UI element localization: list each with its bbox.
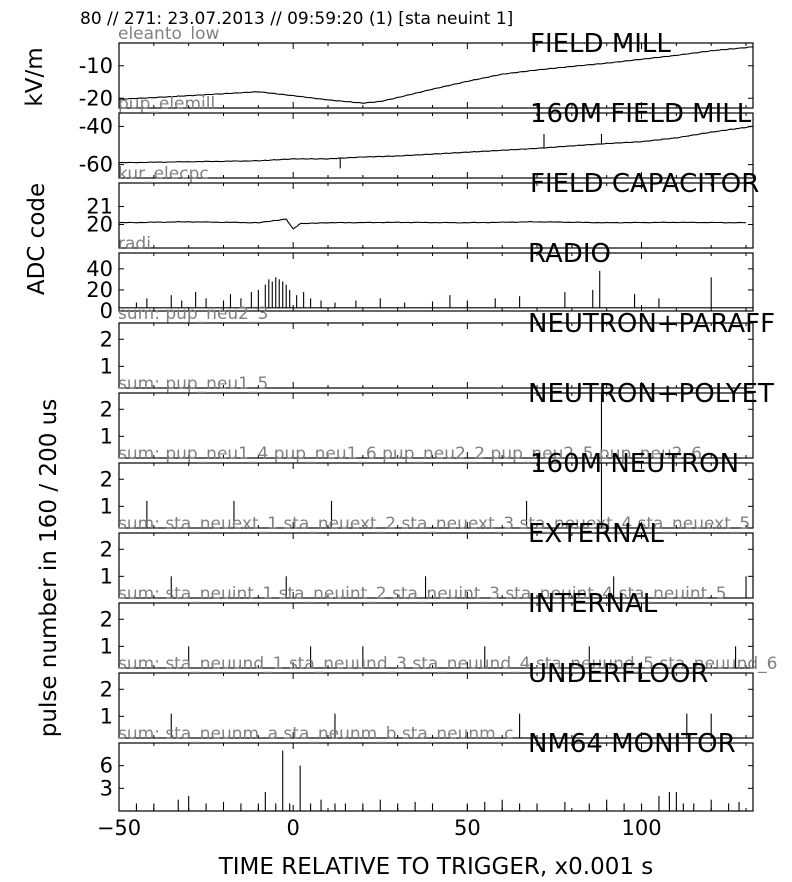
panel-7-channel-label: sum: sta_neuext_1 sta_neuext_2 sta_neuex… xyxy=(118,514,750,534)
panel-2-ytick-label-1: 20 xyxy=(86,213,113,237)
panel-10: 63 sum: sta_neunm_a sta_neunm_b sta_neunm… xyxy=(100,724,754,812)
panel-0-channel-label: eleanto_low xyxy=(118,24,220,44)
panel-9-ytick-label-1: 1 xyxy=(100,704,113,728)
y-axis-labels: kV/m ADC code pulse number in 160 / 200 us xyxy=(22,47,62,737)
panel-10-channel-label: sum: sta_neunm_a sta_neunm_b sta_neunm_c xyxy=(118,724,514,744)
panel-6-ytick-label-0: 2 xyxy=(100,467,113,491)
panel-7: 2 1 sum: sta_neuext_1 sta_neuext_2 sta_neu… xyxy=(100,514,754,599)
panel-6-ytick-label-1: 1 xyxy=(100,494,113,518)
panel-10-ytick-label-1: 3 xyxy=(100,776,113,800)
panel-10-frame xyxy=(118,742,754,812)
y-axis-label-0: kV/m xyxy=(22,47,48,106)
panel-0-frame xyxy=(118,42,754,109)
panel-3-ytick-label-1: 20 xyxy=(86,278,113,302)
panel-4-ytick-label-0: 2 xyxy=(100,327,113,351)
panel-6-frame xyxy=(118,462,754,529)
panel-2-series-0 xyxy=(118,218,747,230)
panel-8-ytick-label-1: 1 xyxy=(100,634,113,658)
panel-10-ytick-label-0: 6 xyxy=(100,754,113,778)
x-tick-label-1: 0 xyxy=(286,816,299,840)
panel-5: 2 1 sum: pup_neu1_5 NEUTRON+POLYET xyxy=(100,374,774,459)
panel-9-title: UNDERFLOOR xyxy=(528,659,709,689)
panel-6-channel-label: sum: pup_neu1_4 pup_neu1_6 pup_neu2_2 pu… xyxy=(118,444,702,464)
panel-8-ytick-label-0: 2 xyxy=(100,607,113,631)
panel-9-ytick-label-0: 2 xyxy=(100,677,113,701)
panel-3-ytick-label-0: 0 xyxy=(100,299,113,323)
x-tick-label-2: 50 xyxy=(454,816,481,840)
panel-0-title: FIELD MILL xyxy=(530,29,671,59)
panel-2-title: FIELD CAPACITOR xyxy=(530,169,759,199)
panel-1: -40 -60 pup_elemill 160M FIELD MILL xyxy=(79,94,754,179)
x-tick-label-0: −50 xyxy=(97,816,141,840)
panel-4-ytick-label-1: 1 xyxy=(100,354,113,378)
panel-8: 2 1 sum: sta_neuint_1 sta_neuint_2 sta_neu… xyxy=(100,584,754,669)
panel-0-ytick-label-1: -20 xyxy=(79,86,113,110)
panel-6: 2 1 sum: pup_neu1_4 pup_neu1_6 pup_neu2_2 … xyxy=(100,444,754,529)
panel-8-channel-label: sum: sta_neuint_1 sta_neuint_2 sta_neuin… xyxy=(118,584,727,604)
panel-1-ytick-label-1: -60 xyxy=(79,153,113,177)
panel-7-frame xyxy=(118,532,754,599)
panel-7-title: EXTERNAL xyxy=(528,519,664,549)
panel-4: 2 1 sum: pup_neu2_3 NEUTRON+PARAFF xyxy=(100,304,775,389)
panel-3-frame xyxy=(118,252,754,312)
panel-5-title: NEUTRON+POLYET xyxy=(528,379,774,409)
panel-10-title: NM64 MONITOR xyxy=(528,729,736,759)
panel-3-ytick-label-2: 40 xyxy=(86,257,113,281)
panel-2-channel-label: kur_elecpc xyxy=(118,164,209,184)
panel-4-frame xyxy=(118,322,754,389)
panel-5-frame xyxy=(118,392,754,459)
panel-0: -10 -20 eleanto_low FIELD MILL xyxy=(79,24,754,110)
panel-2-frame xyxy=(118,182,754,249)
panels-group: -10 -20 eleanto_low FIELD MILL -40 -60 pup_ele… xyxy=(79,24,778,840)
panel-1-frame xyxy=(118,112,754,179)
panel-8-title: INTERNAL xyxy=(528,589,658,619)
figure-title: 80 // 271: 23.07.2013 // 09:59:20 (1) [s… xyxy=(80,9,513,29)
panel-9-frame xyxy=(118,672,754,739)
panel-3-channel-label: radi xyxy=(118,234,151,254)
panel-5-ytick-label-1: 1 xyxy=(100,424,113,448)
panel-6-title: 160M NEUTRON xyxy=(530,449,739,479)
panel-7-ytick-label-0: 2 xyxy=(100,537,113,561)
panel-1-channel-label: pup_elemill xyxy=(118,94,215,114)
panel-9: 2 1 sum: sta_neuund_1 sta_neuund_3 sta_neu… xyxy=(100,654,777,739)
x-axis-label: TIME RELATIVE TO TRIGGER, x0.001 s xyxy=(218,854,654,880)
panel-1-title: 160M FIELD MILL xyxy=(530,99,752,129)
panel-3-title: RADIO xyxy=(528,239,611,269)
panel-2-ytick-label-0: 21 xyxy=(86,194,113,218)
panel-1-ytick-label-0: -40 xyxy=(79,114,113,138)
panel-7-ytick-label-1: 1 xyxy=(100,564,113,588)
y-axis-label-1: ADC code xyxy=(24,183,50,295)
panel-5-channel-label: sum: pup_neu1_5 xyxy=(118,374,268,394)
panel-4-title: NEUTRON+PARAFF xyxy=(528,309,775,339)
panel-0-ytick-label-0: -10 xyxy=(79,54,113,78)
panel-1-series-0 xyxy=(118,125,754,164)
panel-9-channel-label: sum: sta_neuund_1 sta_neuund_3 sta_neuun… xyxy=(118,654,777,674)
panel-4-channel-label: sum: pup_neu2_3 xyxy=(118,304,268,324)
y-axis-label-2: pulse number in 160 / 200 us xyxy=(36,399,62,737)
panel-0-series-0 xyxy=(118,46,754,104)
panel-5-ytick-label-0: 2 xyxy=(100,397,113,421)
panel-8-frame xyxy=(118,602,754,669)
x-tick-label-3: 100 xyxy=(621,816,661,840)
